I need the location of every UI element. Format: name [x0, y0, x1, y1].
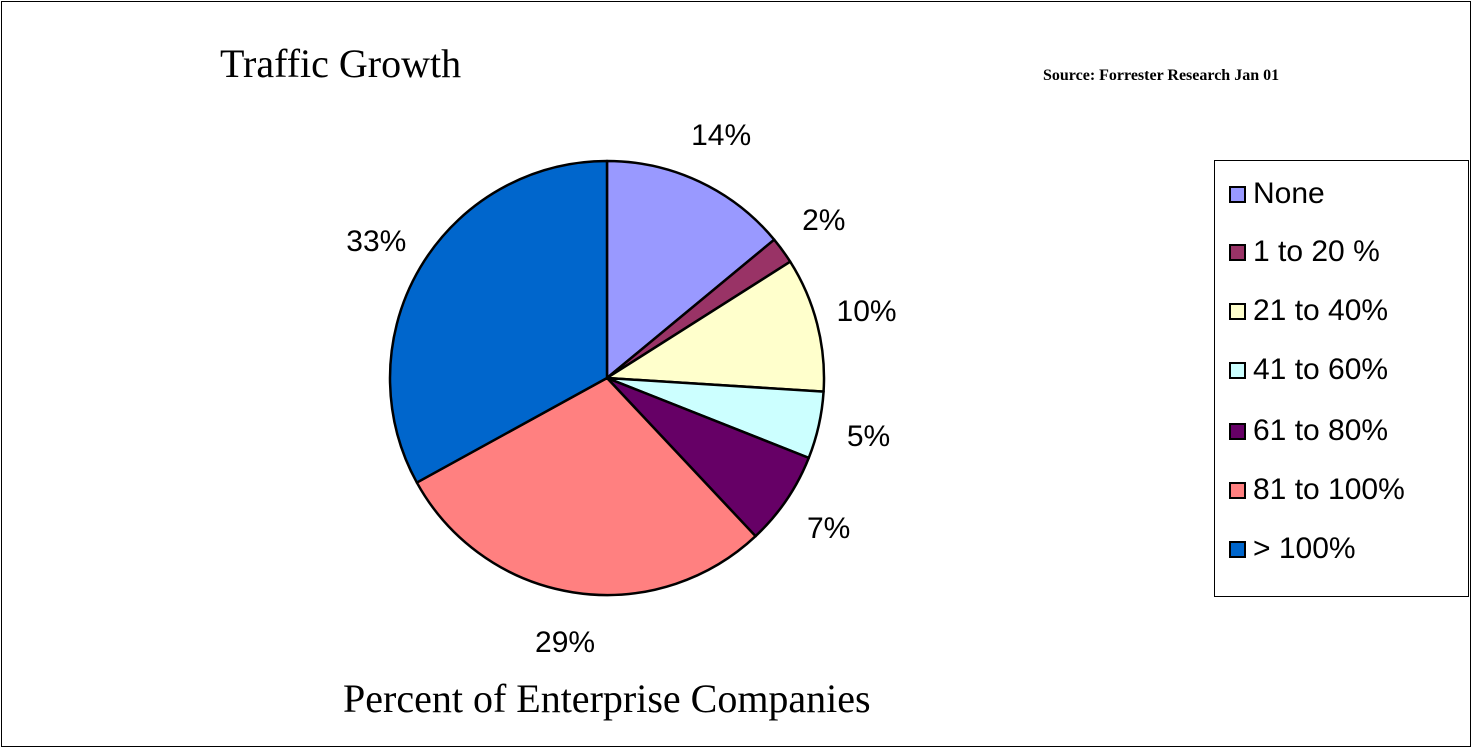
data-label-over-100: 33% [346, 225, 406, 258]
legend-swatch [1229, 422, 1246, 440]
chart-source: Source: Forrester Research Jan 01 [1043, 67, 1280, 84]
data-label-61-to-80: 7% [807, 512, 850, 545]
legend-label: 41 to 60% [1253, 353, 1389, 386]
legend-label: 1 to 20 % [1253, 235, 1380, 268]
chart-title: Traffic Growth [220, 41, 462, 86]
legend-item-81-to-100: 81 to 100% [1229, 470, 1405, 510]
legend-label: 21 to 40% [1253, 294, 1389, 327]
legend-swatch [1229, 540, 1246, 558]
legend-item-over-100: > 100% [1229, 529, 1356, 569]
legend-label: > 100% [1253, 532, 1356, 565]
chart-legend: None 1 to 20 % 21 to 40% 41 to 60% 61 to… [1214, 160, 1469, 597]
legend-label: None [1253, 177, 1325, 210]
legend-item-1-to-20: 1 to 20 % [1229, 232, 1380, 272]
legend-swatch [1229, 185, 1246, 203]
pie-slice-none [605, 159, 776, 380]
legend-item-21-to-40: 21 to 40% [1229, 291, 1388, 331]
legend-swatch [1229, 243, 1246, 261]
chart-caption: Percent of Enterprise Companies [343, 676, 871, 721]
legend-item-41-to-60: 41 to 60% [1229, 350, 1388, 390]
legend-swatch [1229, 481, 1246, 499]
legend-swatch [1229, 302, 1246, 320]
legend-label: 61 to 80% [1253, 414, 1389, 447]
data-label-none: 14% [691, 119, 751, 152]
legend-swatch [1229, 361, 1246, 379]
legend-label: 81 to 100% [1253, 473, 1405, 506]
legend-item-61-to-80: 61 to 80% [1229, 411, 1388, 451]
legend-item-none: None [1229, 174, 1325, 214]
data-label-41-to-60: 5% [847, 420, 890, 453]
data-label-1-to-20: 2% [802, 204, 845, 237]
pie-slice-over-100 [388, 159, 609, 484]
data-label-21-to-40: 10% [837, 295, 897, 328]
pie-slice-21-to-40 [605, 260, 826, 393]
pie-slice-81-to-100 [415, 376, 757, 597]
data-label-81-to-100: 29% [535, 626, 595, 659]
